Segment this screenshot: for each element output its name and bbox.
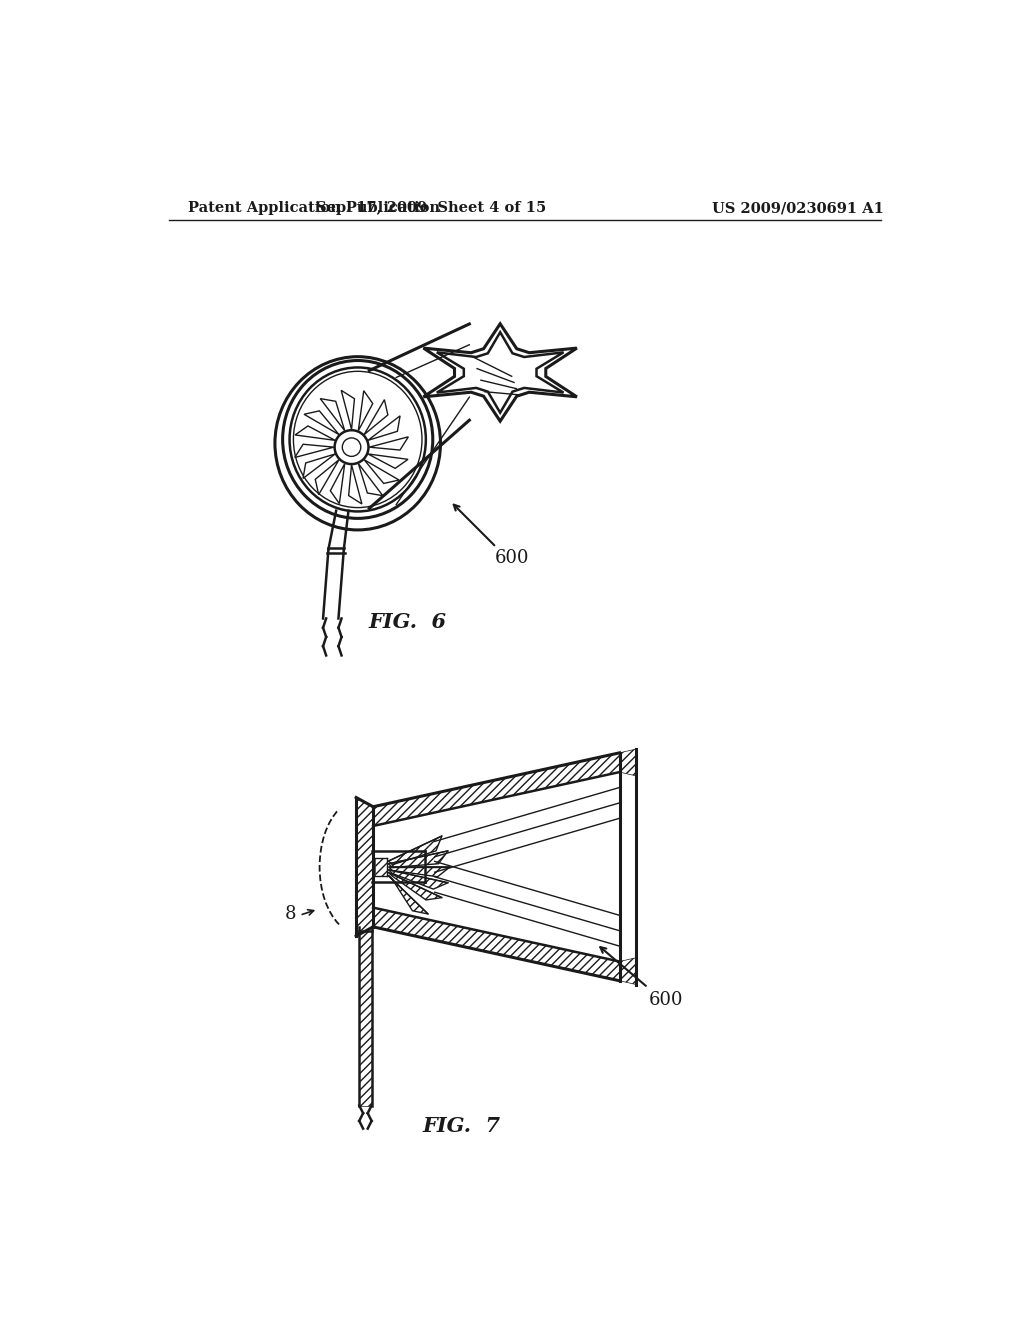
Polygon shape (424, 323, 577, 421)
Polygon shape (304, 411, 339, 434)
Text: 8: 8 (285, 906, 296, 923)
Text: Patent Application Publication: Patent Application Publication (188, 202, 440, 215)
Text: FIG.  6: FIG. 6 (369, 612, 446, 632)
Polygon shape (331, 463, 345, 504)
Polygon shape (370, 437, 409, 450)
Text: Sep. 17, 2009  Sheet 4 of 15: Sep. 17, 2009 Sheet 4 of 15 (315, 202, 546, 215)
Polygon shape (341, 391, 354, 429)
Polygon shape (348, 465, 361, 504)
Polygon shape (358, 463, 383, 496)
Polygon shape (295, 445, 334, 458)
Polygon shape (365, 400, 388, 434)
Circle shape (335, 430, 369, 465)
Polygon shape (365, 459, 399, 483)
Polygon shape (295, 426, 335, 441)
Text: 600: 600 (648, 991, 683, 1010)
Polygon shape (358, 391, 373, 430)
Polygon shape (321, 399, 345, 430)
Bar (376, 858, 387, 876)
Text: FIG.  7: FIG. 7 (423, 1117, 501, 1137)
Polygon shape (368, 454, 408, 469)
Bar (359, 931, 372, 1106)
Text: US 2009/0230691 A1: US 2009/0230691 A1 (712, 202, 884, 215)
Polygon shape (315, 459, 339, 495)
Polygon shape (368, 416, 400, 441)
Text: 600: 600 (495, 549, 529, 566)
Polygon shape (303, 454, 335, 478)
